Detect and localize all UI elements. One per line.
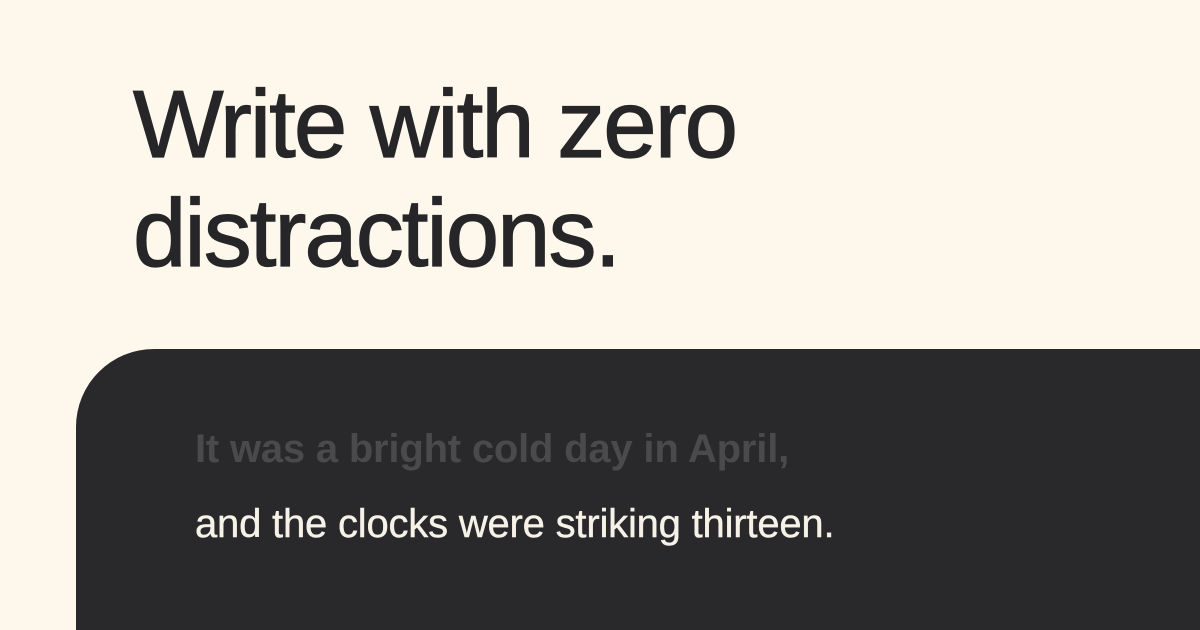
headline: Write with zero distractions. (132, 70, 1133, 289)
editor-current-line[interactable]: and the clocks were striking thirteen. (195, 502, 835, 546)
headline-line-2: distractions. (132, 180, 621, 288)
editor-previous-line: It was a bright cold day in April, (195, 427, 790, 471)
editor-panel[interactable]: It was a bright cold day in April, and t… (76, 349, 1200, 630)
headline-line-1: Write with zero (132, 70, 738, 178)
